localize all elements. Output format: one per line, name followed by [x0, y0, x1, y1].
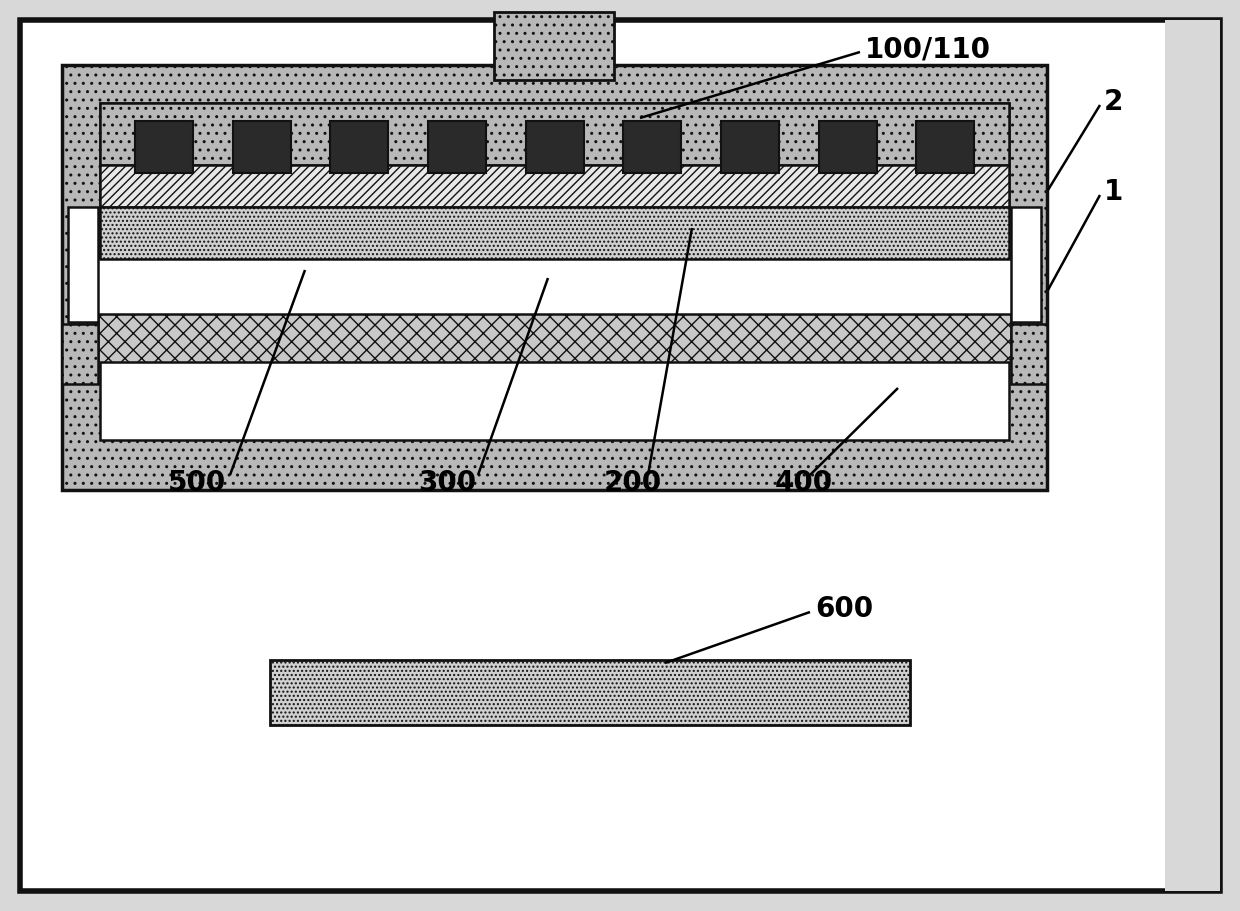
Text: 500: 500 — [167, 469, 226, 497]
Bar — [330, 121, 388, 173]
Bar — [68, 207, 98, 322]
Bar — [1166, 20, 1220, 891]
Bar — [428, 121, 486, 173]
Bar — [1011, 324, 1047, 384]
Bar — [1011, 207, 1042, 322]
Text: 600: 600 — [815, 595, 873, 623]
Bar — [270, 660, 910, 725]
Bar — [818, 121, 877, 173]
Bar — [494, 12, 614, 80]
Text: 400: 400 — [775, 469, 833, 497]
Bar — [98, 314, 1011, 362]
Bar — [526, 121, 584, 173]
Bar — [916, 121, 975, 173]
Bar — [100, 207, 1009, 259]
Bar — [135, 121, 193, 173]
Bar — [62, 324, 98, 384]
Bar — [100, 103, 1009, 440]
Bar — [233, 121, 290, 173]
Bar — [624, 121, 681, 173]
Bar — [720, 121, 779, 173]
Bar — [100, 165, 1009, 207]
Text: 2: 2 — [1104, 88, 1123, 116]
Bar — [100, 103, 1009, 165]
Text: 1: 1 — [1104, 178, 1123, 206]
Bar — [62, 65, 1047, 490]
Bar — [98, 259, 1011, 314]
Text: 100/110: 100/110 — [866, 36, 991, 64]
Text: 200: 200 — [604, 469, 662, 497]
Text: 300: 300 — [418, 469, 476, 497]
